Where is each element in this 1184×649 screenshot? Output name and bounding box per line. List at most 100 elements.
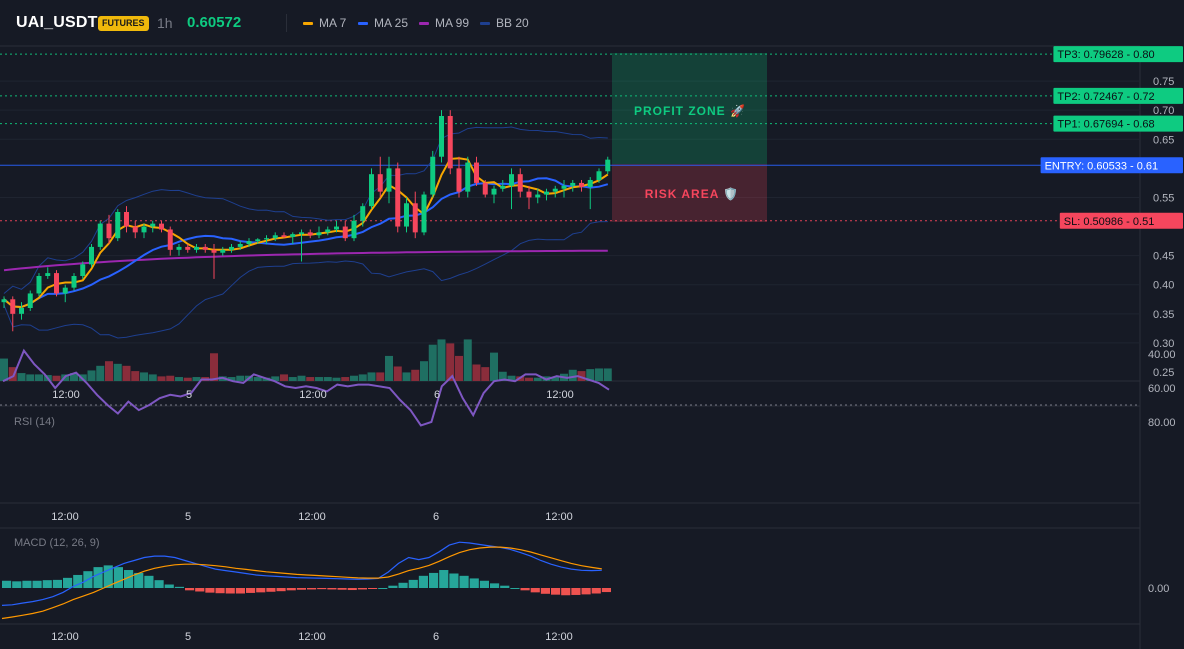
macd-histogram-bar xyxy=(113,567,123,588)
header-divider xyxy=(286,14,287,32)
macd-histogram-bar xyxy=(164,584,174,588)
timeframe-label[interactable]: 1h xyxy=(157,15,173,31)
bb-upper-line xyxy=(3,126,608,294)
macd-histogram-bar xyxy=(479,580,489,588)
legend-ma7-label: MA 7 xyxy=(319,16,347,30)
volume-bars xyxy=(0,339,612,381)
macd-histogram-bar xyxy=(418,575,428,588)
price-tick-label: 0.30 xyxy=(1153,338,1174,350)
candle-body xyxy=(587,180,593,187)
macd-panel: 0.00 xyxy=(1,541,1169,620)
macd-histogram-bar xyxy=(571,588,581,595)
candle-body xyxy=(229,246,234,250)
legend-ma7[interactable]: MA 7 xyxy=(303,16,346,30)
candle-body xyxy=(447,116,453,169)
candle-body xyxy=(570,182,576,186)
volume-bar xyxy=(376,372,385,381)
time-tick-label: 5 xyxy=(186,389,192,401)
candle-body xyxy=(124,212,129,227)
risk-area-label: RISK AREA 🛡️ xyxy=(645,187,739,201)
candle-body xyxy=(395,168,401,227)
volume-bar xyxy=(472,364,481,381)
time-tick-label: 12:00 xyxy=(52,389,80,401)
volume-bar xyxy=(551,377,560,381)
volume-bar xyxy=(323,377,332,381)
macd-histogram-bar xyxy=(12,581,22,588)
volume-bar xyxy=(0,358,8,381)
volume-bar xyxy=(446,343,455,381)
candle-body xyxy=(281,235,287,238)
volume-bar xyxy=(157,376,166,381)
last-price: 0.60572 xyxy=(187,14,242,31)
level-tag-text-entry: ENTRY: 0.60533 - 0.61 xyxy=(1045,160,1159,172)
candle-body xyxy=(194,246,199,250)
volume-bar xyxy=(192,377,201,381)
volume-bar xyxy=(288,377,297,381)
level-tag-tp xyxy=(1053,46,1183,63)
price-tick-label: 0.25 xyxy=(1153,367,1174,379)
macd-histogram-bar xyxy=(235,588,245,594)
candle-body xyxy=(342,226,348,239)
macd-histogram-bar xyxy=(540,588,550,594)
time-tick-label: 12:00 xyxy=(298,511,326,523)
candle-body xyxy=(596,171,602,180)
legend-ma25-label: MA 25 xyxy=(374,16,409,30)
volume-bar xyxy=(17,373,26,381)
volume-bar xyxy=(253,377,262,381)
candle-body xyxy=(334,226,339,230)
level-tag-text-tp: TP1: 0.67694 - 0.68 xyxy=(1057,119,1154,131)
macd-histogram-bar xyxy=(317,588,327,590)
bollinger-bands xyxy=(3,126,608,339)
legend-bb20[interactable]: BB 20 xyxy=(480,16,529,30)
volume-bar xyxy=(437,339,446,381)
macd-histogram-bar xyxy=(73,574,83,588)
volume-bar xyxy=(210,353,218,381)
macd-histogram-bar xyxy=(469,578,479,588)
macd-histogram-bar xyxy=(22,580,32,588)
chart-header: UAI_USDT FUTURES 1h 0.60572 MA 7 MA 25 M… xyxy=(0,0,1184,46)
level-tag-text-sl: SL: 0.50986 - 0.51 xyxy=(1064,216,1155,228)
macd-histogram-bar xyxy=(286,588,296,591)
candle-body xyxy=(552,188,558,192)
macd-histogram-bar xyxy=(307,588,317,590)
level-tag-text-tp: TP3: 0.79628 - 0.80 xyxy=(1057,49,1154,61)
volume-bar xyxy=(113,363,122,381)
legend-ma25[interactable]: MA 25 xyxy=(358,16,408,30)
macd-histogram-bar xyxy=(601,588,611,593)
volume-bar xyxy=(227,377,236,381)
macd-histogram-bar xyxy=(490,583,500,588)
macd-histogram-bar xyxy=(357,588,367,590)
macd-histogram-bar xyxy=(530,588,540,593)
symbol-title[interactable]: UAI_USDT xyxy=(16,14,98,31)
macd-title: MACD (12, 26, 9) xyxy=(14,537,100,549)
macd-histogram-bar xyxy=(32,580,42,588)
candle-body xyxy=(220,249,226,253)
macd-histogram-bar xyxy=(185,588,195,591)
candle-body xyxy=(132,226,138,233)
grid-lines xyxy=(0,45,1141,649)
legend-swatch-icon xyxy=(480,22,490,26)
volume-bar xyxy=(148,374,157,381)
time-tick-label: 12:00 xyxy=(51,631,79,643)
volume-bar xyxy=(411,369,420,381)
candle-body xyxy=(439,116,444,157)
candle-body xyxy=(517,174,523,192)
macd-histogram-bar xyxy=(510,588,520,589)
volume-bar xyxy=(87,370,96,381)
volume-bar xyxy=(428,344,437,381)
macd-histogram-bar xyxy=(63,577,73,588)
candle-body xyxy=(404,203,409,227)
candle-body xyxy=(369,174,374,207)
volume-bar xyxy=(96,365,105,381)
volume-bar xyxy=(393,366,402,381)
legend-ma99[interactable]: MA 99 xyxy=(419,16,469,30)
candle-body xyxy=(535,194,541,198)
candle-body xyxy=(237,244,243,247)
time-tick-label: 12:00 xyxy=(299,389,327,401)
candle-body xyxy=(45,273,51,276)
volume-bar xyxy=(455,355,463,381)
macd-histogram-bar xyxy=(195,588,205,592)
volume-bar xyxy=(367,372,376,381)
candle-body xyxy=(89,246,94,265)
